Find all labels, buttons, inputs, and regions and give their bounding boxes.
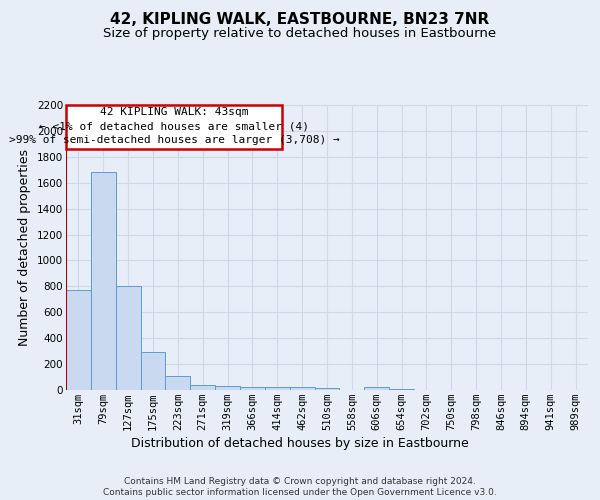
Bar	[91, 172, 116, 390]
Text: 42 KIPLING WALK: 43sqm: 42 KIPLING WALK: 43sqm	[100, 108, 248, 118]
Bar	[190, 385, 215, 390]
Text: >99% of semi-detached houses are larger (3,708) →: >99% of semi-detached houses are larger …	[9, 135, 340, 145]
Text: Size of property relative to detached houses in Eastbourne: Size of property relative to detached ho…	[103, 28, 497, 40]
Bar	[240, 387, 265, 390]
Text: ← <1% of detached houses are smaller (4): ← <1% of detached houses are smaller (4)	[40, 121, 310, 131]
FancyBboxPatch shape	[67, 105, 282, 149]
Y-axis label: Number of detached properties: Number of detached properties	[19, 149, 31, 346]
Bar	[364, 387, 389, 390]
Bar	[389, 388, 414, 390]
Bar	[314, 388, 340, 390]
Text: Distribution of detached houses by size in Eastbourne: Distribution of detached houses by size …	[131, 438, 469, 450]
Text: Contains HM Land Registry data © Crown copyright and database right 2024.
Contai: Contains HM Land Registry data © Crown c…	[103, 478, 497, 497]
Bar	[66, 290, 91, 390]
Bar	[166, 376, 190, 390]
Bar	[290, 388, 314, 390]
Bar	[116, 286, 140, 390]
Bar	[265, 388, 290, 390]
Text: 42, KIPLING WALK, EASTBOURNE, BN23 7NR: 42, KIPLING WALK, EASTBOURNE, BN23 7NR	[110, 12, 490, 28]
Bar	[140, 352, 166, 390]
Bar	[215, 386, 240, 390]
